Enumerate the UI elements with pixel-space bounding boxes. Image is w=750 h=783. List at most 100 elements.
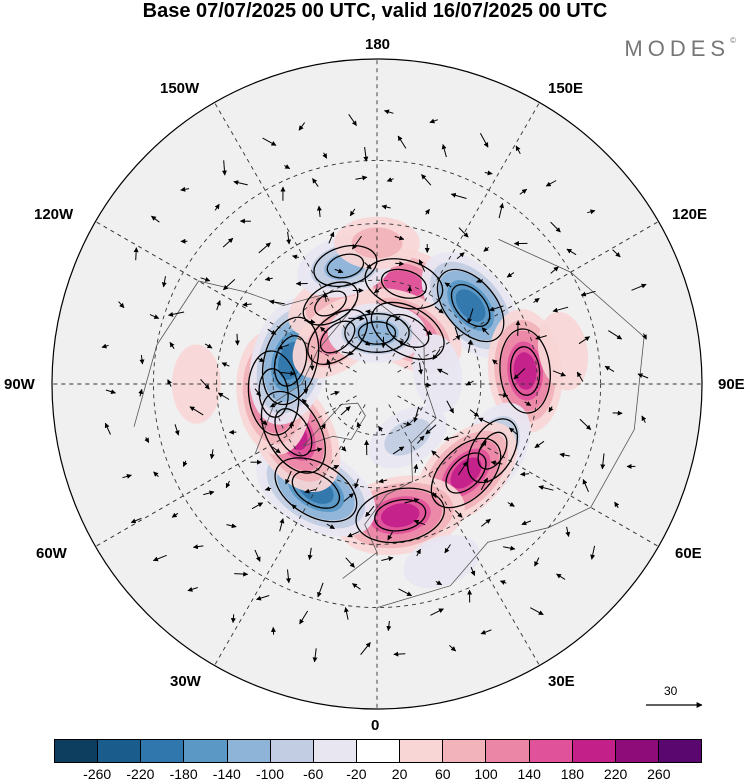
lon-label-60w: 60W (36, 545, 67, 562)
meridian-line (388, 404, 540, 666)
colorbar-tick-label: 140 (517, 766, 541, 782)
map-background (52, 59, 702, 709)
wind-vector (552, 306, 569, 313)
wind-vector (478, 440, 487, 453)
lon-label-150e: 150E (548, 80, 584, 97)
wind-vector (444, 544, 451, 554)
colorbar-tick-label: -100 (255, 766, 285, 782)
wind-vector (363, 146, 369, 162)
wind-vector (566, 248, 577, 256)
wind-vector (384, 109, 394, 115)
wind-vector (269, 400, 283, 408)
wind-vector (413, 519, 426, 526)
wind-vector (323, 292, 328, 302)
wind-vector (524, 401, 532, 407)
wind-vectors (101, 109, 649, 663)
wind-vector (285, 569, 291, 584)
wind-vector (257, 357, 265, 363)
wind-vector (230, 614, 236, 624)
wind-vector (378, 478, 388, 484)
colorbar-segment (313, 740, 357, 762)
wind-vector (130, 517, 142, 524)
wind-vector (386, 620, 392, 632)
wind-vector (264, 276, 273, 282)
latitude-circle (152, 159, 602, 609)
wind-vector (356, 421, 362, 429)
wind-vector (189, 406, 204, 416)
wind-vector (203, 490, 215, 496)
wind-vector (446, 400, 454, 414)
wind-vector (637, 373, 649, 379)
wind-vector (499, 580, 507, 585)
anomaly-band (403, 534, 480, 589)
wind-vector (513, 368, 526, 380)
colorbar-segment (572, 740, 616, 762)
streamfunction-contour (261, 316, 320, 406)
wind-vector (258, 242, 271, 254)
wind-vector (259, 418, 268, 426)
wind-vector (479, 133, 489, 148)
wind-vector (308, 447, 323, 453)
wind-vector (424, 382, 432, 388)
wind-vector (507, 501, 515, 507)
wind-vector (381, 204, 391, 210)
lon-label-90w: 90W (4, 376, 35, 393)
streamfunction-contour (380, 268, 427, 299)
brand-text: MODES (624, 36, 731, 61)
colorbar-tick-label: -20 (346, 766, 367, 782)
wind-vector (204, 343, 213, 349)
wind-vector (291, 504, 298, 510)
copyright-mark: © (730, 36, 736, 45)
wind-vector (480, 477, 488, 491)
wind-vector (316, 205, 322, 217)
wind-vector (476, 278, 484, 283)
streamfunction-contour (274, 457, 358, 523)
colorbar-segment (270, 740, 314, 762)
wind-vector (392, 446, 405, 455)
wind-vector (489, 305, 504, 312)
wind-vector (484, 170, 493, 176)
wind-vector (612, 249, 621, 258)
wind-vector (364, 262, 372, 270)
colorbar-segment (356, 740, 401, 762)
wind-vector (254, 549, 261, 562)
wind-vector (365, 505, 375, 517)
wind-vector (443, 435, 459, 441)
wind-vector (101, 343, 109, 349)
wind-vector (171, 512, 179, 518)
wind-vector (550, 266, 559, 274)
wind-vector (467, 339, 473, 353)
wind-vector (289, 421, 295, 429)
wind-vector (277, 344, 289, 350)
wind-vector (301, 398, 310, 407)
wind-vector (221, 362, 230, 367)
colorbar-tick-label: -220 (126, 766, 155, 782)
wind-vector (481, 327, 490, 336)
streamfunction-contour (466, 418, 519, 484)
colorbar-tick-label: -140 (212, 766, 241, 782)
wind-vector (416, 435, 425, 444)
wind-vector (578, 336, 591, 345)
vector-scale-label: 30 (664, 684, 678, 698)
streamfunction-contour (374, 499, 427, 532)
wind-vector (344, 607, 349, 620)
wind-vector (503, 545, 516, 551)
wind-vector (614, 501, 620, 509)
streamfunction-contour (436, 268, 505, 343)
wind-vector (317, 582, 324, 598)
wind-vector (200, 378, 210, 390)
wind-vector (139, 355, 145, 365)
wind-vector (360, 642, 371, 656)
wind-vector (394, 235, 405, 241)
wind-vector (535, 335, 547, 340)
wind-vector (480, 629, 492, 635)
streamfunction-contour (450, 284, 491, 327)
wind-vector (413, 406, 420, 423)
wind-vector (343, 493, 354, 502)
lon-label-60e: 60E (675, 545, 702, 562)
wind-vector (281, 370, 296, 376)
wind-vector (456, 252, 465, 260)
wind-vector (262, 137, 277, 146)
wind-vector (105, 389, 116, 395)
wind-vector (435, 580, 443, 586)
